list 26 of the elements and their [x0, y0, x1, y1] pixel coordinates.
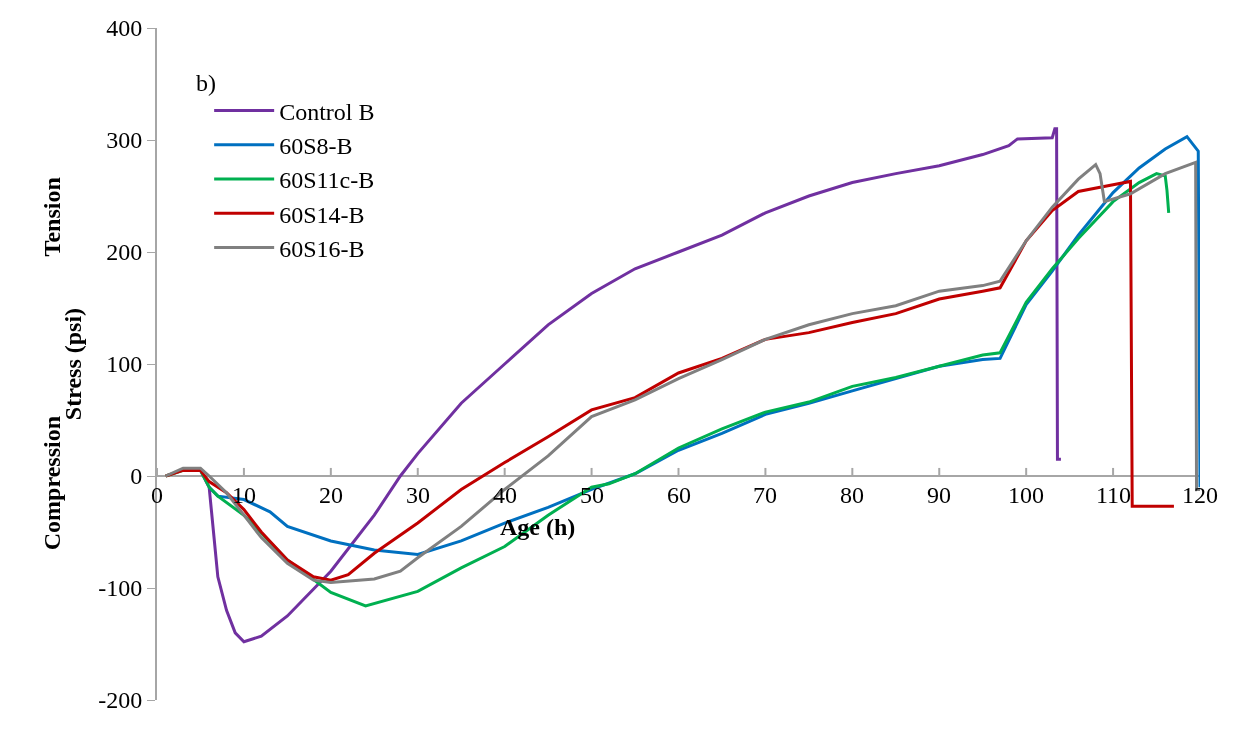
y-tick-label: 300 [106, 127, 143, 154]
x-tick-label: 90 [927, 482, 951, 508]
y-tick-label: 100 [106, 351, 143, 378]
annotation: b) [196, 70, 216, 96]
y-tick-label: -200 [98, 687, 143, 714]
legend-label: Control B [279, 98, 375, 125]
x-tick-label: 40 [493, 482, 517, 508]
legend-label: 60S11c-B [279, 167, 375, 194]
x-tick-label: 0 [151, 482, 163, 508]
x-tick-label: 120 [1182, 482, 1218, 508]
x-tick-label: 20 [319, 482, 343, 508]
text: Tension [38, 177, 65, 257]
y-tick-label: 200 [106, 239, 143, 266]
y-tick-label: -100 [98, 575, 143, 602]
legend-label: 60S14-B [279, 201, 365, 228]
x-tick-label: 50 [580, 482, 604, 508]
legend-label: 60S8-B [279, 133, 353, 160]
x-tick-label: 110 [1096, 482, 1132, 508]
y-tick-label: 400 [106, 15, 143, 42]
x-tick-label: 60 [667, 482, 691, 508]
x-tick-label: 80 [840, 482, 864, 508]
legend-label: 60S16-B [279, 235, 365, 262]
y-tick-label: 0 [130, 463, 143, 490]
x-tick-label: 30 [406, 482, 430, 508]
x-tick-label: 100 [1008, 482, 1044, 508]
x-tick-label: 70 [753, 482, 777, 508]
